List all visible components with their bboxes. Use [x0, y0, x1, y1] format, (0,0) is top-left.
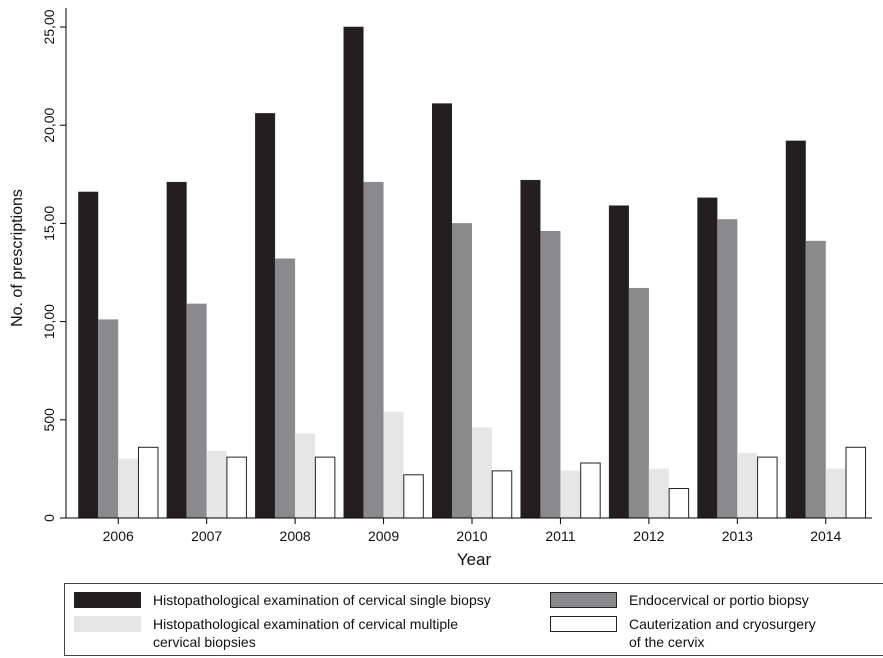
- legend-item-cauterization: Cauterization and cryosurgery of the cer…: [550, 615, 816, 651]
- x-tick-label: 2009: [368, 528, 399, 544]
- legend-item-multiple-biopsies: Histopathological examination of cervica…: [74, 615, 458, 651]
- bar-series1-2012: [608, 205, 629, 519]
- bar-series3-2013: [737, 452, 758, 519]
- legend-label-single-biopsy: Histopathological examination of cervica…: [153, 592, 491, 608]
- x-tick-label: 2012: [633, 528, 664, 544]
- bar-series2-2007: [186, 303, 207, 519]
- bar-series2-2013: [717, 219, 738, 519]
- legend-swatch-cauterization: [550, 616, 617, 632]
- legend-label-multiple-biopsies: Histopathological examination of cervica…: [153, 616, 459, 650]
- legend: Histopathological examination of cervica…: [64, 583, 883, 656]
- bar-series1-2010: [432, 103, 452, 519]
- x-tick-label: 2006: [103, 528, 134, 544]
- y-axis-ticks: 0 500 10,00 15,00 20,00 25,00: [41, 9, 66, 522]
- bar-series4-2009: [403, 474, 424, 519]
- legend-label-cauterization: Cauterization and cryosurgery of the cer…: [629, 616, 816, 650]
- bar-series4-2014: [845, 446, 867, 519]
- bar-series2-2011: [540, 231, 561, 519]
- y-tick-label: 25,00: [41, 9, 57, 44]
- legend-item-endocervical: Endocervical or portio biopsy: [550, 591, 809, 609]
- x-tick-label: 2013: [722, 528, 753, 544]
- bar-series1-2006: [78, 191, 99, 519]
- bar-series1-2007: [166, 181, 187, 519]
- bar-series2-2012: [628, 287, 649, 519]
- x-tick-label: 2014: [810, 528, 841, 544]
- bar-series3-2006: [118, 458, 139, 519]
- bar-series4-2011: [580, 462, 601, 519]
- bar-series1-2009: [343, 26, 364, 519]
- bar-series1-2013: [697, 197, 718, 519]
- legend-item-single-biopsy: Histopathological examination of cervica…: [74, 591, 491, 609]
- legend-swatch-endocervical: [550, 592, 617, 608]
- bar-series1-2014: [785, 140, 806, 519]
- bar-series4-2006: [137, 446, 159, 519]
- bar-series3-2011: [560, 470, 581, 519]
- bar-series2-2006: [98, 319, 119, 519]
- y-tick-label: 10,00: [41, 304, 57, 339]
- legend-swatch-single-biopsy: [74, 592, 141, 608]
- bar-series4-2007: [226, 456, 247, 519]
- bar-series3-2010: [472, 427, 492, 519]
- bar-series4-2013: [757, 456, 778, 519]
- bar-series1-2008: [255, 113, 276, 519]
- bar-series3-2008: [295, 433, 316, 519]
- bar-series3-2009: [383, 411, 404, 519]
- y-axis-title: No. of prescriptions: [9, 189, 26, 327]
- bar-series3-2014: [825, 468, 846, 519]
- y-tick-label: 15,00: [41, 206, 57, 241]
- x-axis-ticks: 2006 2007 2008 2009 2010 2011 2012 2013 2014: [103, 518, 842, 544]
- bars-group: [78, 26, 867, 519]
- bar-series2-2009: [363, 181, 384, 519]
- bar-series4-2008: [314, 456, 336, 519]
- x-tick-label: 2010: [456, 528, 487, 544]
- bar-series2-2014: [805, 240, 826, 519]
- x-axis-title: Year: [457, 550, 492, 569]
- bar-series1-2011: [520, 179, 541, 519]
- y-tick-label: 20,00: [41, 107, 57, 142]
- legend-swatch-multiple-biopsies: [74, 616, 141, 632]
- bar-series2-2010: [452, 223, 472, 519]
- legend-label-endocervical: Endocervical or portio biopsy: [629, 592, 809, 608]
- bar-series4-2010: [491, 470, 513, 519]
- x-tick-label: 2007: [191, 528, 222, 544]
- bar-series2-2008: [275, 258, 296, 519]
- bar-series3-2007: [206, 450, 227, 519]
- x-tick-label: 2008: [280, 528, 311, 544]
- y-tick-label: 500: [41, 408, 57, 432]
- y-tick-label: 0: [41, 514, 57, 522]
- bar-series4-2012: [668, 488, 690, 519]
- bar-series3-2012: [648, 468, 669, 519]
- x-tick-label: 2011: [545, 528, 575, 544]
